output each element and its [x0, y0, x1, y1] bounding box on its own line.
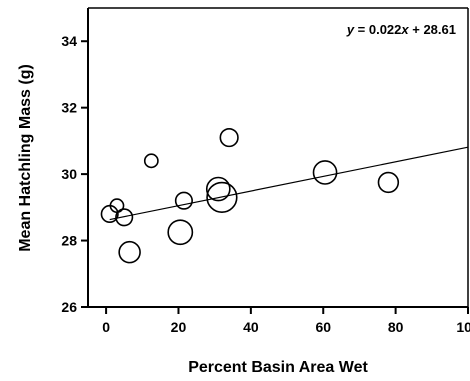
x-tick-label: 20: [171, 319, 187, 335]
equation-eq: = 0.022: [354, 22, 401, 37]
x-axis-title: Percent Basin Area Wet: [188, 359, 368, 376]
y-tick-label: 26: [61, 299, 77, 315]
x-tick-label: 0: [102, 319, 110, 335]
y-axis-title: Mean Hatchling Mass (g): [17, 64, 34, 252]
equation-y: y: [346, 22, 355, 37]
data-point: [219, 127, 239, 148]
regression-equation: y = 0.022x + 28.61: [346, 22, 456, 37]
data-point: [377, 171, 400, 194]
data-point: [118, 240, 141, 264]
data-point: [312, 160, 338, 185]
data-point: [205, 176, 231, 202]
y-tick-label: 32: [61, 100, 77, 116]
data-point: [167, 219, 194, 246]
equation-rest: + 28.61: [409, 22, 456, 37]
data-point: [174, 191, 193, 210]
y-tick-label: 30: [61, 166, 77, 182]
x-tick-label: 80: [388, 319, 404, 335]
y-ticks: 26 28 30 32 34: [61, 33, 88, 315]
x-tick-label: 100: [456, 319, 470, 335]
x-tick-label: 40: [243, 319, 259, 335]
y-tick-label: 34: [61, 33, 77, 49]
equation-x: x: [400, 22, 409, 37]
data-point: [143, 153, 159, 169]
x-ticks: 0 20 40 60 80 100: [102, 307, 470, 335]
data-point: [115, 208, 134, 227]
y-tick-label: 28: [61, 233, 77, 249]
x-tick-label: 60: [315, 319, 331, 335]
data-point: [206, 181, 238, 214]
regression-line: [109, 146, 469, 221]
plot-area: 0 20 40 60 80 100 26 28 30 32 34: [61, 7, 470, 335]
data-points: [100, 127, 400, 264]
